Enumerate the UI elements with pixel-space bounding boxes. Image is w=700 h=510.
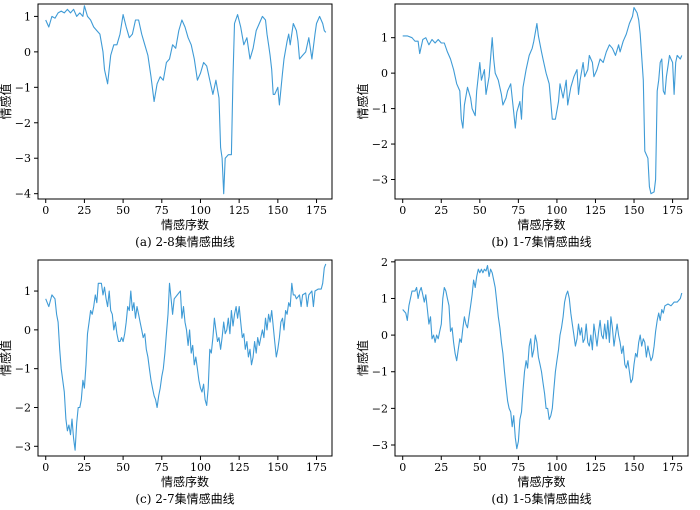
x-tick-label-b: 175 [662, 204, 683, 217]
y-tick-label-c: −1 [15, 363, 31, 376]
x-axis-label-d: 情感序数 [517, 474, 565, 489]
x-tick-label-d: 75 [511, 461, 525, 474]
series-line-b [402, 6, 683, 195]
chart-b: 0 25 50 75 100 125 150 175 −3 −2 −1 0 1 情感序数 情感值 (b) 1-… [355, 3, 689, 249]
y-tick-label-a: −3 [15, 152, 31, 165]
x-tick-label-a: 0 [42, 204, 49, 217]
y-tick-label-b: −1 [372, 103, 388, 116]
x-tick-label-c: 175 [306, 461, 327, 474]
x-tick-label-c: 75 [155, 461, 169, 474]
x-tick-label-b: 25 [434, 204, 448, 217]
y-tick-label-d: −2 [372, 402, 388, 415]
chart-a: 0 25 50 75 100 125 150 175 −4 −3 −2 −1 0 1 情感序数 情感值 (a) … [0, 3, 333, 249]
caption-b: (b) 1-7集情感曲线 [491, 234, 591, 249]
x-tick-label-c: 100 [190, 461, 211, 474]
y-tick-label-a: −4 [15, 188, 31, 201]
series-line-d [402, 264, 683, 450]
y-tick-label-a: 1 [24, 10, 31, 23]
plot-frame-a [37, 3, 333, 200]
x-tick-label-d: 50 [473, 461, 487, 474]
y-tick-label-c: 0 [24, 324, 31, 337]
x-tick-label-b: 150 [624, 204, 645, 217]
y-tick-label-a: −2 [15, 117, 31, 130]
x-tick-label-a: 75 [155, 204, 169, 217]
x-tick-label-a: 50 [116, 204, 130, 217]
y-tick-label-d: 1 [381, 292, 388, 305]
plot-frame-b [394, 3, 689, 200]
y-axis-label-b: 情感值 [355, 83, 370, 119]
chart-d: 0 25 50 75 100 125 150 175 −3 −2 −1 0 1 2 情感序数 情感值 (d) 1… [355, 256, 689, 506]
x-tick-label-b: 125 [585, 204, 606, 217]
x-axis-label-b: 情感序数 [517, 217, 565, 232]
chart-c: 0 25 50 75 100 125 150 175 −3 −2 −1 0 1 情感序数 情感值 (c) 2-… [0, 259, 333, 506]
y-tick-label-a: 0 [24, 46, 31, 59]
series-line-c [45, 263, 327, 451]
x-tick-label-b: 0 [399, 204, 406, 217]
x-tick-label-c: 150 [267, 461, 288, 474]
y-axis-label-d: 情感值 [355, 340, 370, 376]
y-tick-label-b: −3 [372, 174, 388, 187]
x-axis-label-a: 情感序数 [161, 217, 209, 232]
x-tick-label-d: 25 [434, 461, 448, 474]
x-tick-label-a: 150 [267, 204, 288, 217]
y-tick-label-d: 0 [381, 329, 388, 342]
y-tick-label-c: 1 [24, 285, 31, 298]
x-tick-label-c: 25 [77, 461, 91, 474]
y-axis-label-a: 情感值 [0, 83, 13, 119]
x-tick-label-b: 50 [473, 204, 487, 217]
caption-a: (a) 2-8集情感曲线 [135, 234, 235, 249]
y-axis-label-c: 情感值 [0, 340, 13, 376]
y-tick-label-b: 1 [381, 32, 388, 45]
y-tick-label-b: 0 [381, 67, 388, 80]
y-tick-label-d: −1 [372, 366, 388, 379]
series-line-a [45, 5, 327, 195]
x-tick-label-c: 50 [116, 461, 130, 474]
x-axis-label-c: 情感序数 [161, 474, 209, 489]
x-tick-label-b: 75 [511, 204, 525, 217]
x-tick-label-d: 0 [399, 461, 406, 474]
plot-frame-d [394, 259, 689, 457]
x-tick-label-c: 125 [229, 461, 250, 474]
x-tick-label-d: 125 [585, 461, 606, 474]
x-tick-label-d: 175 [662, 461, 683, 474]
y-tick-label-d: 2 [381, 256, 388, 269]
caption-d: (d) 1-5集情感曲线 [491, 491, 591, 506]
x-tick-label-b: 100 [546, 204, 567, 217]
plot-frame-c [37, 259, 333, 457]
caption-c: (c) 2-7集情感曲线 [135, 491, 234, 506]
y-tick-label-d: −3 [372, 439, 388, 452]
x-tick-label-d: 150 [624, 461, 645, 474]
x-tick-label-a: 125 [229, 204, 250, 217]
x-tick-label-c: 0 [42, 461, 49, 474]
y-tick-label-b: −2 [372, 138, 388, 151]
x-tick-label-d: 100 [546, 461, 567, 474]
x-tick-label-a: 25 [77, 204, 91, 217]
y-tick-label-a: −1 [15, 81, 31, 94]
y-tick-label-c: −3 [15, 440, 31, 453]
x-tick-label-a: 100 [190, 204, 211, 217]
x-tick-label-a: 175 [306, 204, 327, 217]
y-tick-label-c: −2 [15, 401, 31, 414]
